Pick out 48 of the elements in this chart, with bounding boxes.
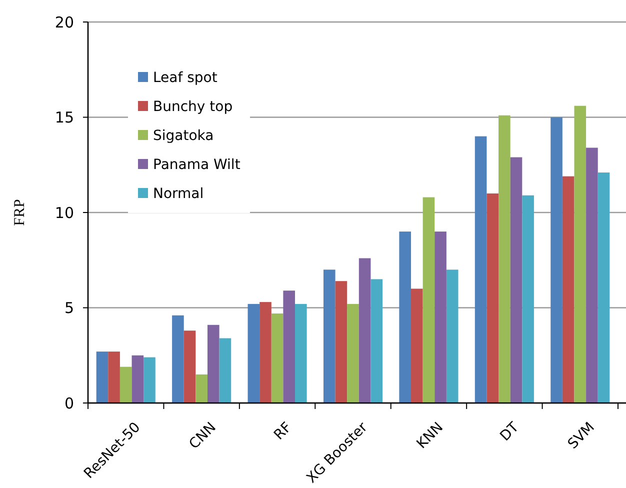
bar [486,193,499,403]
y-tick-label: 0 [64,394,74,412]
bar [399,232,411,403]
bar [323,270,336,403]
bar [283,290,295,403]
bar [446,270,458,403]
bar [510,157,522,403]
bar [219,338,232,403]
legend-label: Normal [153,186,204,202]
bar [474,136,487,403]
bar [132,355,144,403]
bar [522,195,534,403]
bar [96,352,108,403]
bar [335,281,348,403]
bar [598,172,610,403]
bar [120,366,132,403]
legend-label: Leaf spot [153,70,218,86]
y-tick-label: 15 [54,108,74,126]
legend-label: Panama Wilt [153,157,241,173]
bar [586,148,598,403]
legend-label: Bunchy top [153,99,233,115]
bar [358,258,371,403]
y-tick-label: 10 [54,204,74,222]
bar [562,176,574,403]
y-tick-label: 5 [64,299,74,317]
bar [347,304,359,403]
bar [295,304,307,403]
bar [550,117,562,403]
bar [196,374,208,403]
bar [434,232,446,403]
x-tick-label: DT [497,419,522,444]
bar [370,279,383,403]
y-tick-label: 20 [54,13,74,32]
bar [271,313,284,403]
bar [172,315,184,403]
bar [184,330,196,403]
legend-label: Sigatoka [153,128,214,144]
bar [410,288,423,403]
bar [144,357,156,403]
bar [260,302,272,403]
bar [108,352,120,403]
bar [574,106,586,403]
bar [248,304,260,403]
bar [207,324,220,403]
bar [498,115,510,403]
bar [422,197,435,403]
y-axis-title: FRP [12,199,28,226]
x-tick-label: RF [271,419,296,444]
